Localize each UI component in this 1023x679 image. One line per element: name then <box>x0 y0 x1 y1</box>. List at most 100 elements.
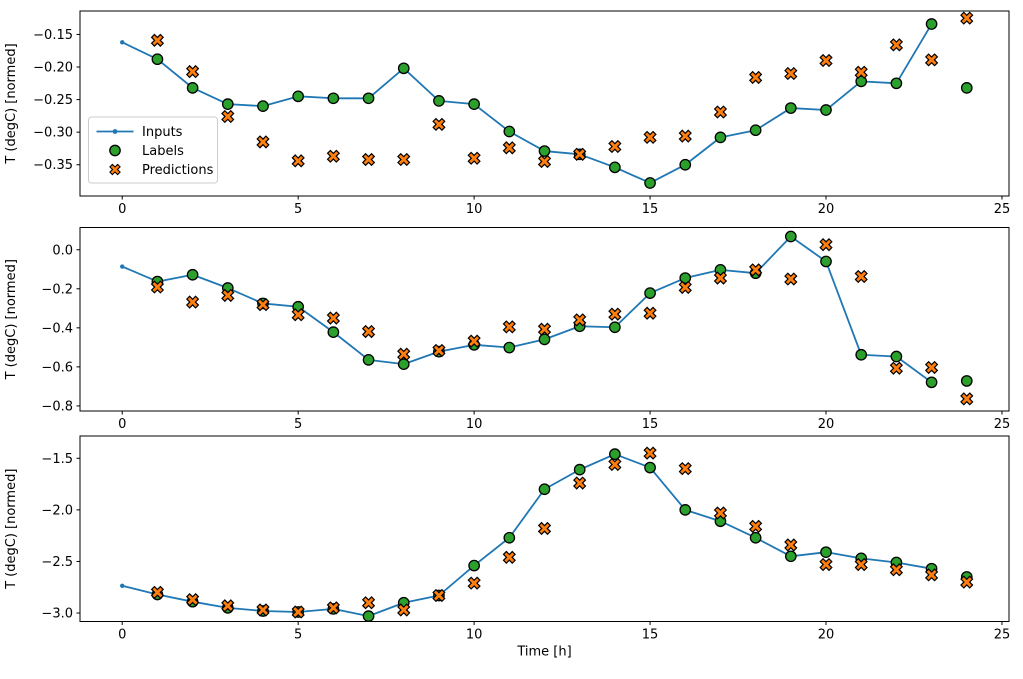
predictions-marker <box>608 457 622 472</box>
labels-marker <box>362 354 375 366</box>
legend-predictions-marker <box>109 163 121 176</box>
subplot-1: 0 5 10 15 20 25 −0.15 −0.20 −0.25 −0.30 −0.35 T (de… <box>4 10 1011 217</box>
labels-marker <box>890 77 903 90</box>
x-tick-label: 5 <box>294 202 302 217</box>
labels-marker <box>609 161 621 174</box>
predictions-marker <box>185 592 200 607</box>
legend: Inputs Labels Predictions <box>88 116 218 184</box>
labels-marker <box>784 230 797 243</box>
legend-entry-label: Labels <box>142 144 184 159</box>
labels-marker <box>503 125 516 138</box>
labels-marker <box>609 448 621 461</box>
labels-marker <box>644 287 656 299</box>
predictions-marker <box>150 585 165 600</box>
predictions-marker <box>573 476 587 490</box>
labels-marker <box>890 350 903 363</box>
predictions-marker <box>502 550 516 564</box>
predictions-marker <box>748 70 763 85</box>
predictions-marker <box>889 563 904 577</box>
predictions-marker <box>924 568 939 582</box>
x-tick-label: 25 <box>994 202 1011 217</box>
x-tick-label: 0 <box>118 628 126 643</box>
predictions-marker <box>784 66 798 81</box>
y-tick-label: −0.25 <box>33 93 73 108</box>
labels-marker <box>538 483 551 496</box>
predictions-marker <box>291 154 305 168</box>
predictions-marker <box>643 130 657 145</box>
predictions-marker <box>713 506 728 520</box>
subplot-3: 0 5 10 15 20 25 −1.5 −2.0 −2.5 −3.0 T (degC) [norm… <box>4 435 1011 660</box>
x-tick-label: 5 <box>294 417 302 432</box>
predictions-marker <box>150 280 165 294</box>
labels-marker <box>679 272 692 284</box>
labels-marker <box>186 268 199 281</box>
labels-marker <box>820 255 832 268</box>
predictions-marker <box>150 33 165 47</box>
y-tick-label: −0.20 <box>33 61 73 76</box>
inputs-line <box>121 235 933 384</box>
predictions-marker <box>467 151 481 165</box>
labels-marker <box>397 358 410 370</box>
predictions-marker <box>960 575 974 589</box>
predictions-marker <box>397 603 411 617</box>
inputs-line <box>121 23 933 184</box>
predictions-marker <box>361 324 376 339</box>
predictions-marker <box>784 272 798 286</box>
labels-marker <box>468 559 480 572</box>
labels-marker <box>855 348 868 361</box>
labels-marker <box>820 104 832 116</box>
predictions-marker <box>573 147 587 161</box>
predictions-marker <box>889 38 904 52</box>
predictions-marker <box>854 557 868 572</box>
predictions-marker <box>397 347 411 361</box>
y-tick-label: −0.35 <box>33 158 73 173</box>
labels-marker <box>327 326 340 338</box>
inputs-point-marker <box>120 583 125 589</box>
labels-marker <box>855 75 868 88</box>
predictions-marker <box>256 603 270 617</box>
predictions-marker <box>326 601 341 615</box>
labels-marker <box>538 145 551 157</box>
predictions-marker <box>889 361 904 375</box>
labels-marker <box>433 95 445 107</box>
predictions-marker <box>361 596 376 610</box>
labels-marker <box>679 504 692 516</box>
labels-marker <box>784 550 797 563</box>
y-axis-label: T (degC) [normed] <box>4 259 19 380</box>
y-tick-label: −0.4 <box>41 321 73 336</box>
labels-marker <box>257 100 269 112</box>
predictions-marker <box>185 64 200 79</box>
x-tick-label: 20 <box>818 628 835 643</box>
labels-marker <box>960 375 973 387</box>
inputs-point-marker <box>120 40 125 45</box>
y-tick-label: 0.0 <box>52 243 73 258</box>
labels-marker <box>925 18 938 30</box>
x-tick-label: 10 <box>466 202 483 217</box>
x-tick-label: 15 <box>642 202 659 217</box>
predictions-marker <box>643 446 657 460</box>
x-tick-label: 20 <box>818 417 835 432</box>
inputs-line <box>122 453 932 618</box>
predictions-marker <box>256 135 270 149</box>
predictions-marker <box>678 461 692 476</box>
labels-marker <box>644 177 656 189</box>
predictions-marker <box>960 392 974 406</box>
labels-marker <box>573 463 586 476</box>
x-tick-label: 0 <box>118 202 126 217</box>
y-axis-label: T (degC) [normed] <box>4 469 19 590</box>
predictions-marker <box>185 295 200 309</box>
labels-marker <box>714 131 727 144</box>
y-axis-label: T (degC) [normed] <box>4 43 19 164</box>
predictions-marker <box>608 307 622 321</box>
labels-marker <box>503 341 516 354</box>
x-tick-label: 25 <box>994 628 1011 643</box>
labels-marker <box>503 531 516 544</box>
predictions-marker <box>502 141 516 155</box>
predictions-marker <box>713 271 728 285</box>
x-axis-label: Time [h] <box>516 645 571 660</box>
y-tick-label: −2.0 <box>41 503 73 518</box>
y-tick-label: −0.8 <box>41 399 73 414</box>
x-tick-label: 10 <box>466 417 483 432</box>
predictions-marker <box>748 519 763 534</box>
